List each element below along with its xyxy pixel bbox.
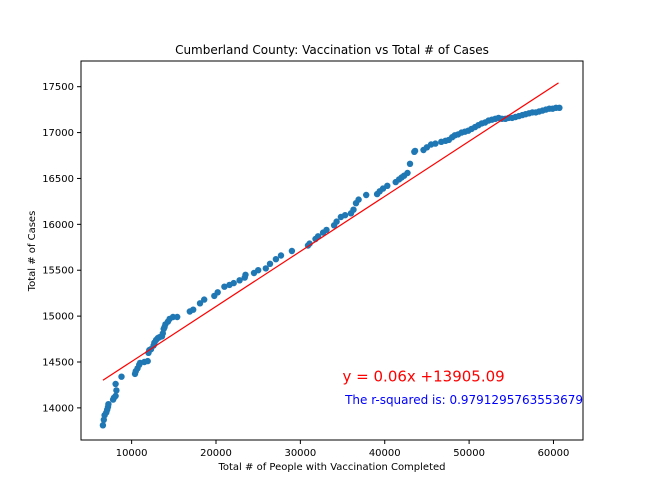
data-point — [411, 147, 419, 155]
data-point — [242, 271, 249, 278]
data-point — [323, 226, 330, 234]
data-point — [112, 380, 119, 388]
data-point — [350, 206, 357, 213]
y-axis-label: Total # of Cases — [27, 211, 38, 293]
data-point — [174, 313, 181, 321]
data-point — [277, 252, 285, 259]
y-tick-label: 14500 — [42, 357, 74, 368]
x-tick-label: 60000 — [538, 448, 570, 459]
regression-equation: y = 0.06x +13905.09 — [343, 367, 505, 385]
y-tick-label: 17000 — [42, 128, 74, 139]
data-point — [556, 104, 563, 112]
data-point — [355, 196, 362, 203]
data-point — [384, 182, 391, 189]
y-tick-label: 15000 — [42, 312, 74, 323]
data-point — [118, 373, 125, 380]
data-point — [266, 260, 274, 267]
data-point — [99, 422, 107, 429]
data-point — [333, 218, 340, 225]
x-axis-label: Total # of People with Vaccination Compl… — [217, 462, 445, 473]
data-point — [363, 191, 370, 199]
x-tick-label: 40000 — [369, 448, 401, 459]
data-point — [236, 277, 243, 284]
y-tick-label: 15500 — [42, 266, 74, 277]
data-point — [406, 160, 414, 167]
data-point — [113, 387, 120, 394]
data-point — [404, 169, 411, 177]
regression-line — [102, 82, 559, 381]
x-tick-label: 50000 — [453, 448, 485, 459]
data-point — [214, 289, 221, 296]
data-points — [99, 104, 563, 429]
data-point — [105, 401, 112, 408]
r-squared-annotation: The r-squared is: 0.9791295763553679 — [344, 393, 583, 407]
data-point — [432, 140, 439, 147]
data-point — [112, 392, 119, 400]
y-tick-label: 16500 — [42, 174, 74, 185]
chart-title: Cumberland County: Vaccination vs Total … — [175, 43, 489, 57]
data-point — [262, 265, 269, 272]
x-tick-label: 10000 — [116, 448, 148, 459]
x-tick-label: 20000 — [200, 448, 232, 459]
data-point — [230, 279, 237, 287]
y-tick-label: 14000 — [42, 403, 74, 414]
plot-area — [80, 60, 584, 441]
data-point — [306, 240, 313, 247]
data-point — [221, 283, 228, 290]
data-point — [288, 247, 296, 255]
data-point — [314, 233, 322, 240]
y-tick-label: 17500 — [42, 82, 74, 93]
data-point — [201, 296, 208, 303]
data-point — [272, 256, 280, 263]
data-point — [341, 212, 349, 219]
y-tick-label: 16000 — [42, 220, 74, 231]
x-tick-label: 30000 — [284, 448, 316, 459]
data-point — [190, 306, 197, 313]
data-point — [196, 300, 204, 307]
data-point — [255, 267, 262, 274]
data-point — [144, 357, 151, 365]
axis-ticks: 10000 20000 30000 40000 50000 60000 14000 14500… — [42, 82, 569, 459]
